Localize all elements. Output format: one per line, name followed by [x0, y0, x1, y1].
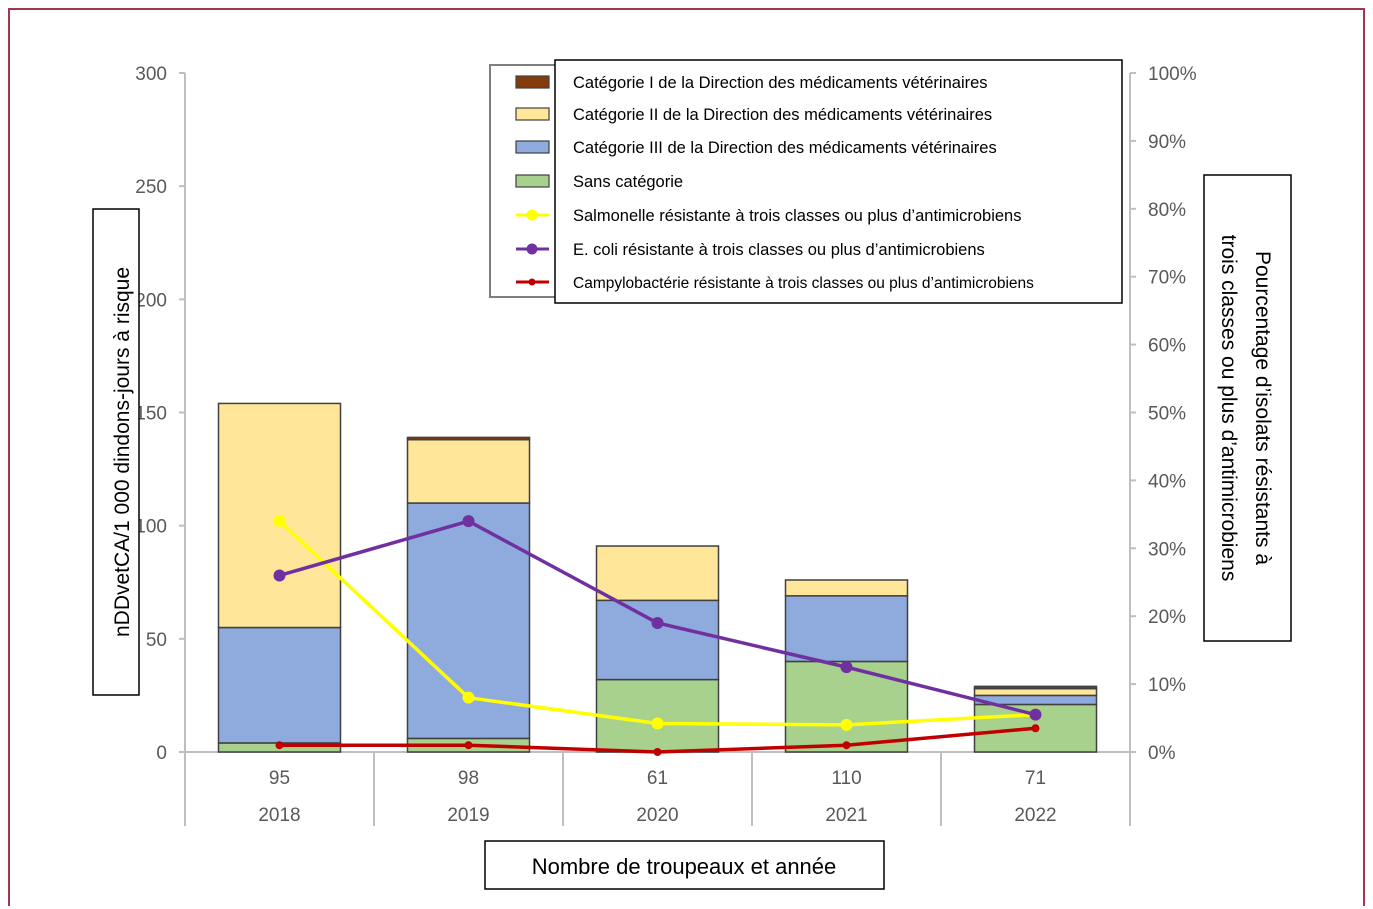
- legend-swatches: [515, 75, 550, 286]
- line-point-2: [464, 741, 473, 750]
- y-right-tick-label: 40%: [1148, 471, 1186, 492]
- y-tick-label: 50: [146, 630, 167, 651]
- y-tick-label: 150: [135, 404, 167, 425]
- y-right-axis-title-line2: trois classes ou plus d’antimicrobiens: [1217, 235, 1240, 582]
- line-layer: [273, 515, 1042, 756]
- x-flock-count-label: 61: [647, 768, 668, 789]
- x-year-label: 2021: [825, 805, 867, 826]
- y-tick-label: 100: [135, 517, 167, 538]
- y-right-tick-label: 50%: [1148, 404, 1186, 425]
- legend-box: [554, 59, 1123, 304]
- legend-label: Salmonelle résistante à trois classes ou…: [573, 207, 1021, 225]
- legend-label: Catégorie III de la Direction des médica…: [573, 139, 997, 157]
- y-right-tick-label: 30%: [1148, 539, 1186, 560]
- x-axis-title: Nombre de troupeaux et année: [532, 854, 837, 879]
- legend-marker: [528, 278, 536, 286]
- x-year-label: 2020: [636, 805, 678, 826]
- legend-label: Catégorie II de la Direction des médicam…: [573, 106, 992, 124]
- bar-segment-0: [595, 678, 720, 753]
- line-point-1: [651, 616, 664, 629]
- y-tick-label: 300: [135, 64, 167, 85]
- x-flock-count-label: 110: [831, 768, 861, 789]
- x-year-label: 2022: [1014, 805, 1056, 826]
- y-right-tick-label: 70%: [1148, 268, 1186, 289]
- y-tick-label: 0: [156, 743, 167, 764]
- line-point-0: [840, 718, 853, 731]
- y-right-tick-label: 0%: [1148, 743, 1176, 764]
- x-flock-count-label: 95: [269, 768, 290, 789]
- bar-segment-0: [784, 660, 909, 753]
- y-right-axis-title-box: [1203, 174, 1292, 642]
- bar-segment-1: [217, 626, 342, 744]
- x-year-label: 2018: [258, 805, 300, 826]
- y-right-tick-label: 60%: [1148, 336, 1186, 357]
- line-point-2: [842, 741, 851, 750]
- y-axis-title: nDDvetCA/1 000 dindons-jours à risque: [111, 267, 134, 637]
- x-flock-count-label: 71: [1025, 768, 1046, 789]
- y-axis-title-box: [92, 208, 140, 696]
- line-point-2: [1031, 724, 1040, 733]
- legend-labels: Catégorie I de la Direction des médicame…: [573, 74, 1034, 292]
- legend-bar-swatch: [515, 140, 550, 154]
- legend-label: E. coli résistante à trois classes ou pl…: [573, 241, 985, 259]
- legend-bar-swatch: [515, 75, 550, 89]
- x-flock-count-label: 98: [458, 768, 479, 789]
- line-point-0: [273, 515, 286, 528]
- line-point-2: [653, 748, 662, 756]
- x-axis-title-box: [484, 840, 885, 890]
- y-right-tick-label: 20%: [1148, 607, 1186, 628]
- line-point-1: [840, 661, 853, 674]
- y-right-tick-label: 90%: [1148, 132, 1186, 153]
- y-right-tick-label: 100%: [1148, 64, 1197, 85]
- legend-marker: [526, 209, 538, 221]
- line-point-1: [1029, 708, 1042, 721]
- legend-bar-swatch: [515, 107, 550, 121]
- line-point-0: [651, 717, 664, 730]
- legend-marker: [526, 243, 538, 255]
- bar-segment-2: [595, 545, 720, 602]
- y-right-axis-title-line1: Pourcentage d’isolats résistants à: [1251, 251, 1274, 565]
- line-point-1: [273, 569, 286, 582]
- x-year-label: 2019: [447, 805, 489, 826]
- axes: 0 50 100 150 200 250 300 0% 10% 20% 30% 40% 50% 60% 70…: [135, 64, 1197, 826]
- figure-frame: [8, 8, 1365, 906]
- bar-segment-1: [784, 595, 909, 663]
- legend-label: Catégorie I de la Direction des médicame…: [573, 74, 988, 92]
- y-tick-label: 200: [135, 290, 167, 311]
- bar-segment-2: [784, 579, 909, 597]
- legend-bar-swatch: [515, 174, 550, 188]
- bar-segment-3: [406, 436, 531, 441]
- line-point-2: [275, 741, 284, 750]
- legend-label: Sans catégorie: [573, 173, 683, 191]
- y-tick-label: 250: [135, 177, 167, 198]
- bar-segment-2: [973, 687, 1098, 697]
- y-right-tick-label: 10%: [1148, 675, 1186, 696]
- bar-segment-3: [973, 685, 1098, 690]
- bar-segment-1: [595, 599, 720, 681]
- y-right-tick-label: 80%: [1148, 200, 1186, 221]
- line-point-0: [462, 691, 475, 704]
- legend-label: Campylobactérie résistante à trois class…: [573, 275, 1034, 292]
- bar-segment-2: [406, 438, 531, 504]
- bar-layer: [217, 402, 1098, 753]
- line-point-1: [462, 515, 475, 528]
